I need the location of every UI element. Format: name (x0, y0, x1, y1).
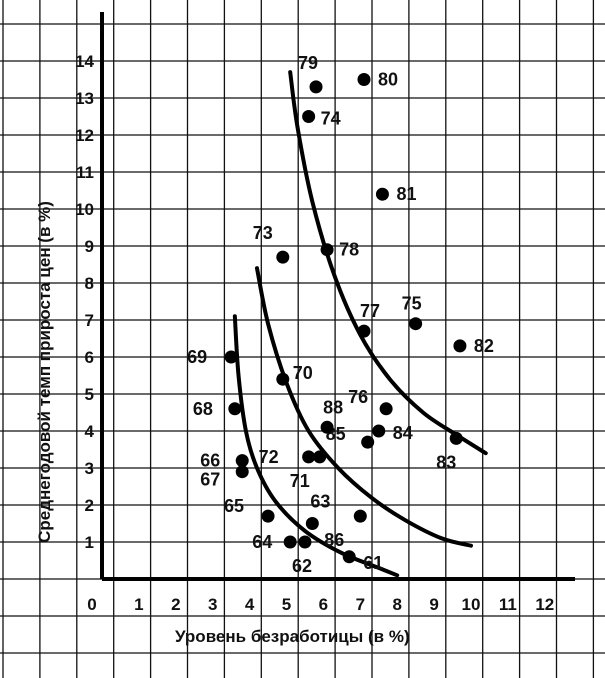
x-tick-label: 12 (535, 595, 554, 614)
x-tick-label: 10 (462, 595, 481, 614)
curves (232, 70, 488, 578)
x-tick-label: 0 (87, 595, 96, 614)
data-point-label: 74 (321, 109, 341, 129)
data-point-label: 84 (393, 423, 413, 443)
data-point (313, 450, 327, 464)
data-point (361, 435, 375, 449)
data-point-label: 79 (298, 53, 318, 73)
data-point (305, 517, 319, 530)
data-point-label: 64 (252, 532, 272, 552)
data-point-label: 78 (339, 240, 359, 260)
data-point (379, 402, 393, 416)
y-tick-label: 12 (75, 126, 94, 145)
data-point (320, 243, 334, 257)
data-point (283, 535, 297, 549)
data-point (309, 80, 323, 94)
data-point (302, 450, 316, 464)
x-tick-label: 11 (499, 595, 517, 614)
data-point-label: 76 (348, 387, 368, 407)
data-point-label: 71 (290, 471, 310, 491)
data-point (298, 535, 312, 549)
data-point-label: 75 (402, 294, 422, 314)
y-tick-label: 8 (85, 274, 94, 293)
data-point (342, 550, 356, 564)
data-point (276, 372, 290, 386)
y-tick-label: 7 (85, 311, 94, 330)
x-tick-label: 6 (319, 595, 328, 614)
data-point-label: 68 (193, 399, 213, 419)
data-point-label: 61 (363, 553, 383, 573)
data-point (235, 454, 249, 468)
data-point-label: 80 (378, 70, 398, 90)
phillips-curve (254, 266, 473, 548)
x-tick-label: 7 (356, 595, 365, 614)
data-point (228, 402, 242, 416)
y-tick-label: 2 (85, 496, 94, 515)
y-tick-label: 11 (76, 163, 94, 182)
data-point-label: 66 (200, 451, 220, 471)
x-axis-label: Уровень безработицы (в %) (175, 627, 410, 646)
x-tick-label: 3 (208, 595, 217, 614)
data-point-label: 88 (323, 397, 343, 417)
data-point (302, 110, 316, 123)
data-point-label: 73 (253, 223, 273, 243)
data-point-label: 63 (310, 492, 330, 512)
y-tick-label: 13 (75, 89, 94, 108)
x-tick-label: 1 (134, 595, 143, 614)
phillips-curve (288, 70, 488, 456)
y-axis-label: Среднегодовой темп прироста цен (в %) (35, 201, 54, 543)
data-point-label: 81 (396, 184, 416, 204)
x-tick-labels: 0 1 2 3 4 5 6 7 8 9 10 11 12 (87, 595, 554, 614)
phillips-curve (232, 314, 400, 578)
y-tick-label: 14 (75, 52, 94, 71)
data-point (357, 324, 371, 338)
data-point (357, 73, 371, 86)
data-point (409, 317, 423, 331)
axes (100, 12, 575, 581)
data-point-label: 69 (187, 347, 207, 367)
data-point (453, 339, 467, 353)
data-point-label: 72 (259, 447, 279, 467)
y-tick-label: 1 (85, 533, 94, 552)
data-point-label: 70 (293, 363, 313, 383)
data-point (235, 465, 249, 479)
data-point (372, 424, 386, 438)
y-tick-label: 10 (75, 200, 94, 219)
data-point-label: 62 (292, 556, 312, 576)
x-tick-label: 9 (429, 595, 438, 614)
data-point-label: 82 (474, 336, 494, 356)
data-point (224, 350, 238, 364)
data-point-label: 65 (224, 496, 244, 516)
x-tick-label: 4 (245, 595, 255, 614)
data-point (449, 431, 463, 445)
data-point (276, 250, 290, 264)
y-tick-label: 5 (85, 385, 94, 404)
y-tick-label: 3 (85, 459, 94, 478)
y-tick-label: 6 (85, 348, 94, 367)
x-tick-label: 5 (282, 595, 291, 614)
data-point (353, 509, 367, 523)
data-point (261, 509, 275, 523)
data-point-label: 86 (324, 530, 344, 550)
data-point-label: 83 (436, 452, 456, 472)
x-tick-label: 2 (171, 595, 180, 614)
data-point-label: 67 (200, 470, 220, 490)
data-point (375, 187, 389, 201)
data-point (320, 420, 334, 434)
y-tick-label: 4 (85, 422, 95, 441)
data-point-label: 77 (360, 301, 380, 321)
y-tick-label: 9 (85, 237, 94, 256)
x-tick-label: 8 (392, 595, 401, 614)
